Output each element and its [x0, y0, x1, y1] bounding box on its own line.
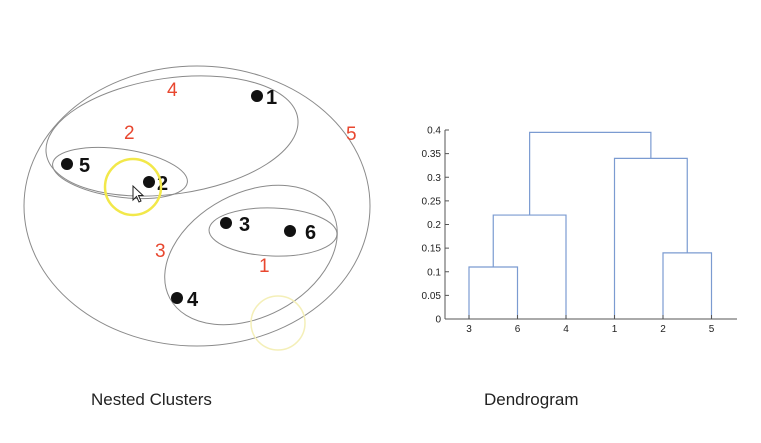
cluster-outline-4 [45, 75, 299, 197]
y-tick-label: 0.2 [427, 220, 441, 231]
dendrogram-links [468, 131, 713, 319]
point-label: 2 [157, 173, 168, 195]
cluster-outline-5 [23, 65, 371, 347]
cluster-labels: 1 2 3 4 5 [124, 80, 357, 277]
point-label: 4 [187, 289, 199, 311]
x-ticks: 3 6 4 1 2 5 [466, 315, 715, 335]
point-label: 3 [239, 214, 250, 236]
point-4: 4 [171, 289, 199, 311]
dendrogram-link-5 [529, 131, 652, 216]
cluster-points: 1 2 3 4 5 [61, 87, 316, 311]
y-tick-label: 0.25 [422, 196, 442, 207]
cluster-label-2: 2 [124, 123, 135, 144]
y-tick-label: 0.1 [427, 267, 441, 278]
y-ticks: 0 0.05 0.1 0.15 0.2 0.25 0.3 0.35 0.4 [422, 126, 449, 326]
y-tick-label: 0.05 [422, 291, 442, 302]
cluster-label-5: 5 [346, 124, 357, 145]
point-2: 2 [143, 173, 168, 195]
x-tick-label: 2 [660, 324, 666, 335]
point-5: 5 [61, 155, 90, 177]
cluster-label-4: 4 [167, 80, 178, 101]
x-tick-label: 5 [709, 324, 715, 335]
point-label: 1 [266, 87, 277, 109]
cluster-label-3: 3 [155, 241, 166, 262]
faint-highlight-ring [250, 295, 306, 351]
point-3: 3 [220, 214, 250, 236]
cluster-outline-2 [52, 146, 188, 200]
point-6: 6 [284, 222, 316, 244]
dendrogram-link-4 [613, 157, 688, 319]
y-tick-label: 0.4 [427, 126, 441, 137]
cluster-outline-3 [164, 184, 338, 326]
cluster-label-1: 1 [259, 256, 270, 277]
x-tick-label: 1 [612, 324, 618, 335]
y-tick-label: 0.15 [422, 244, 442, 255]
point-label: 6 [305, 222, 316, 244]
dendrogram-link-2 [662, 252, 713, 319]
x-tick-label: 6 [515, 324, 521, 335]
point-1: 1 [251, 87, 277, 109]
nested-clusters-diagram: 1 2 3 4 5 [23, 65, 371, 351]
highlight-circle [103, 157, 163, 217]
nested-clusters-caption: Nested Clusters [91, 390, 212, 409]
dendrogram-link-1 [468, 266, 519, 319]
y-tick-label: 0.3 [427, 173, 441, 184]
dendrogram-caption: Dendrogram [484, 390, 579, 409]
y-tick-label: 0.35 [422, 149, 442, 160]
point-label: 5 [79, 155, 90, 177]
cluster-outline-1 [208, 207, 338, 257]
y-tick-label: 0 [435, 315, 441, 326]
x-tick-label: 3 [466, 324, 472, 335]
mouse-cursor-icon [132, 184, 145, 203]
dendrogram-chart: 0 0.05 0.1 0.15 0.2 0.25 0.3 0.35 0.4 3 6 4 1 2 5 [422, 126, 737, 335]
x-tick-label: 4 [563, 324, 569, 335]
